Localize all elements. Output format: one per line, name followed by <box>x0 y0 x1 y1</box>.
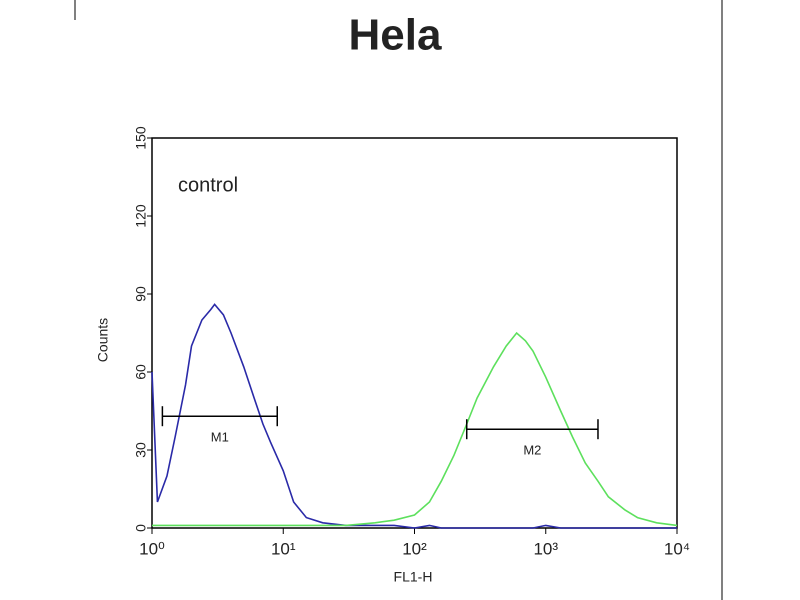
chart-title: Hela <box>349 11 442 60</box>
y-tick-label: 120 <box>133 204 149 228</box>
y-tick-label: 30 <box>133 442 149 458</box>
y-tick-label: 0 <box>133 524 149 532</box>
marker-label: M2 <box>523 443 541 458</box>
x-axis-label: FL1-H <box>394 569 433 585</box>
x-tick-label: 10² <box>402 539 427 558</box>
y-tick-label: 150 <box>133 126 149 150</box>
y-axis-label: Counts <box>95 318 111 362</box>
x-tick-label: 10⁴ <box>664 539 690 558</box>
x-tick-label: 10³ <box>533 539 558 558</box>
x-tick-label: 10¹ <box>271 539 296 558</box>
y-tick-label: 60 <box>133 364 149 380</box>
x-tick-label: 10⁰ <box>139 539 165 558</box>
marker-label: M1 <box>211 430 229 445</box>
annotation: control <box>178 174 238 196</box>
series-line <box>152 331 678 527</box>
y-tick-label: 90 <box>133 286 149 302</box>
series-line <box>151 303 677 529</box>
